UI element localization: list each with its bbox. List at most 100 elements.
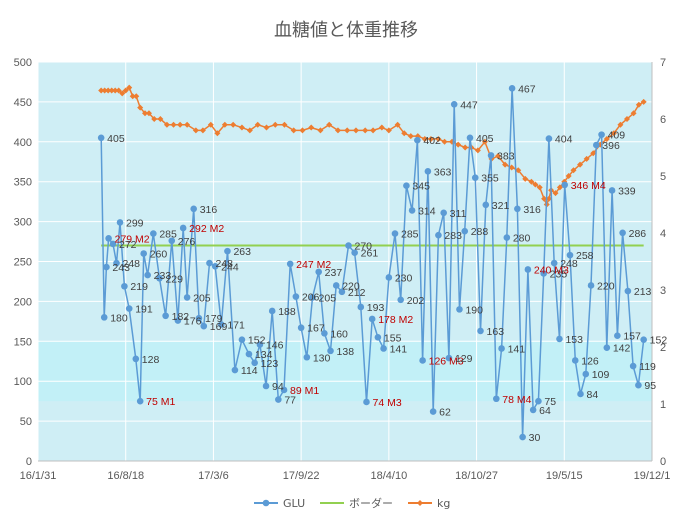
glu-point: [168, 237, 176, 245]
kg-point: [192, 127, 199, 134]
glu-data-label: 171: [227, 320, 245, 332]
glu-point: [368, 315, 376, 323]
y-right-tick-label: 2: [660, 342, 666, 354]
glu-data-label: 285: [159, 229, 177, 241]
glu-data-label: 355: [481, 173, 499, 185]
kg-point: [407, 133, 414, 140]
kg-point: [119, 90, 126, 97]
glu-point: [529, 406, 537, 414]
glu-data-label: 179: [205, 313, 223, 325]
glu-data-label: 146: [266, 339, 284, 351]
kg-point: [462, 144, 469, 151]
legend-kg-marker: [417, 500, 423, 506]
glu-data-label: 299: [126, 217, 144, 229]
kg-point: [385, 127, 392, 134]
glu-data-label: 205: [193, 292, 211, 304]
glu-data-label: 243: [112, 262, 130, 274]
glu-point: [206, 259, 213, 267]
glu-point: [614, 332, 621, 340]
glu-data-label: 152: [248, 335, 266, 347]
glu-point: [429, 408, 437, 415]
glu-data-label: 314: [418, 205, 436, 217]
glu-point: [309, 294, 316, 301]
glu-point: [238, 336, 246, 344]
glu-point: [391, 230, 399, 237]
y-left-tick-label: 250: [14, 257, 32, 269]
glu-data-label: 206: [302, 292, 320, 304]
glu-point: [357, 303, 365, 311]
glu-point: [571, 357, 579, 364]
glu-point: [105, 235, 112, 242]
glu-point: [345, 242, 352, 249]
y-left-tick-label: 150: [14, 336, 32, 348]
kg-point: [151, 116, 158, 122]
glu-point: [297, 324, 305, 332]
glu-point: [550, 259, 558, 267]
kg-point: [362, 127, 369, 134]
kg-point: [515, 167, 522, 174]
kg-point: [129, 93, 136, 100]
glu-data-label: 163: [487, 326, 505, 338]
glu-data-label: 134: [255, 349, 273, 361]
glu-data-label: 119: [639, 361, 656, 373]
y-right-tick-label: 7: [660, 57, 666, 69]
kg-point: [334, 127, 341, 134]
glu-data-label: 75: [544, 396, 556, 408]
glu-data-label: 270: [355, 241, 373, 253]
glu-point: [477, 327, 484, 335]
glu-point: [374, 334, 382, 341]
glu-point: [100, 314, 108, 321]
glu-point: [275, 396, 282, 403]
glu-data-label: 153: [565, 334, 583, 346]
kg-point: [536, 184, 543, 191]
glu-point: [245, 350, 253, 358]
glu-point: [619, 229, 626, 237]
kg-point: [184, 121, 191, 128]
glu-data-label: 409: [608, 130, 626, 142]
glu-data-label: 316: [200, 204, 218, 216]
glu-point: [503, 234, 511, 241]
y-left-tick-label: 50: [20, 416, 32, 428]
glu-data-label: 247 M2: [296, 259, 331, 271]
glu-point: [514, 205, 521, 213]
y-left-tick-label: 400: [14, 137, 32, 149]
y-left-tick-label: 0: [26, 456, 32, 468]
glu-data-label: 285: [401, 229, 419, 241]
glu-data-label: 248: [560, 258, 578, 270]
chart-title: 血糖値と体重推移: [274, 20, 418, 41]
kg-point: [98, 87, 105, 94]
kg-point: [137, 104, 144, 111]
glu-point: [577, 390, 584, 398]
kg-point: [556, 184, 563, 191]
glu-data-label: 126 M3: [429, 355, 464, 367]
kg-point: [481, 138, 488, 145]
glu-data-label: 213: [634, 286, 652, 298]
kg-point: [495, 153, 502, 160]
y-left-tick-label: 300: [14, 217, 32, 229]
glu-point: [593, 141, 600, 149]
glu-point: [408, 207, 416, 214]
glu-point: [508, 85, 516, 92]
glu-data-label: 62: [439, 407, 451, 419]
kg-point: [163, 121, 170, 128]
glu-point: [561, 181, 569, 189]
kg-point: [230, 121, 237, 128]
glu-point: [256, 341, 264, 348]
kg-point: [177, 121, 184, 128]
glu-point: [519, 433, 526, 441]
kg-point: [299, 127, 306, 134]
y-right-tick-label: 6: [660, 114, 666, 126]
x-tick-label: 18/4/10: [371, 470, 408, 482]
glu-data-label: 130: [313, 352, 331, 364]
glu-point: [218, 321, 225, 328]
kg-point: [263, 124, 270, 131]
x-tick-label: 19/5/15: [546, 470, 583, 482]
kg-point: [640, 98, 647, 105]
glu-data-label: 405: [107, 133, 125, 145]
glu-data-label: 230: [395, 272, 413, 284]
glu-point: [440, 209, 447, 217]
glu-point: [582, 370, 590, 378]
glu-data-label: 202: [407, 295, 425, 307]
glu-point: [351, 249, 358, 257]
glu-point: [466, 134, 474, 142]
